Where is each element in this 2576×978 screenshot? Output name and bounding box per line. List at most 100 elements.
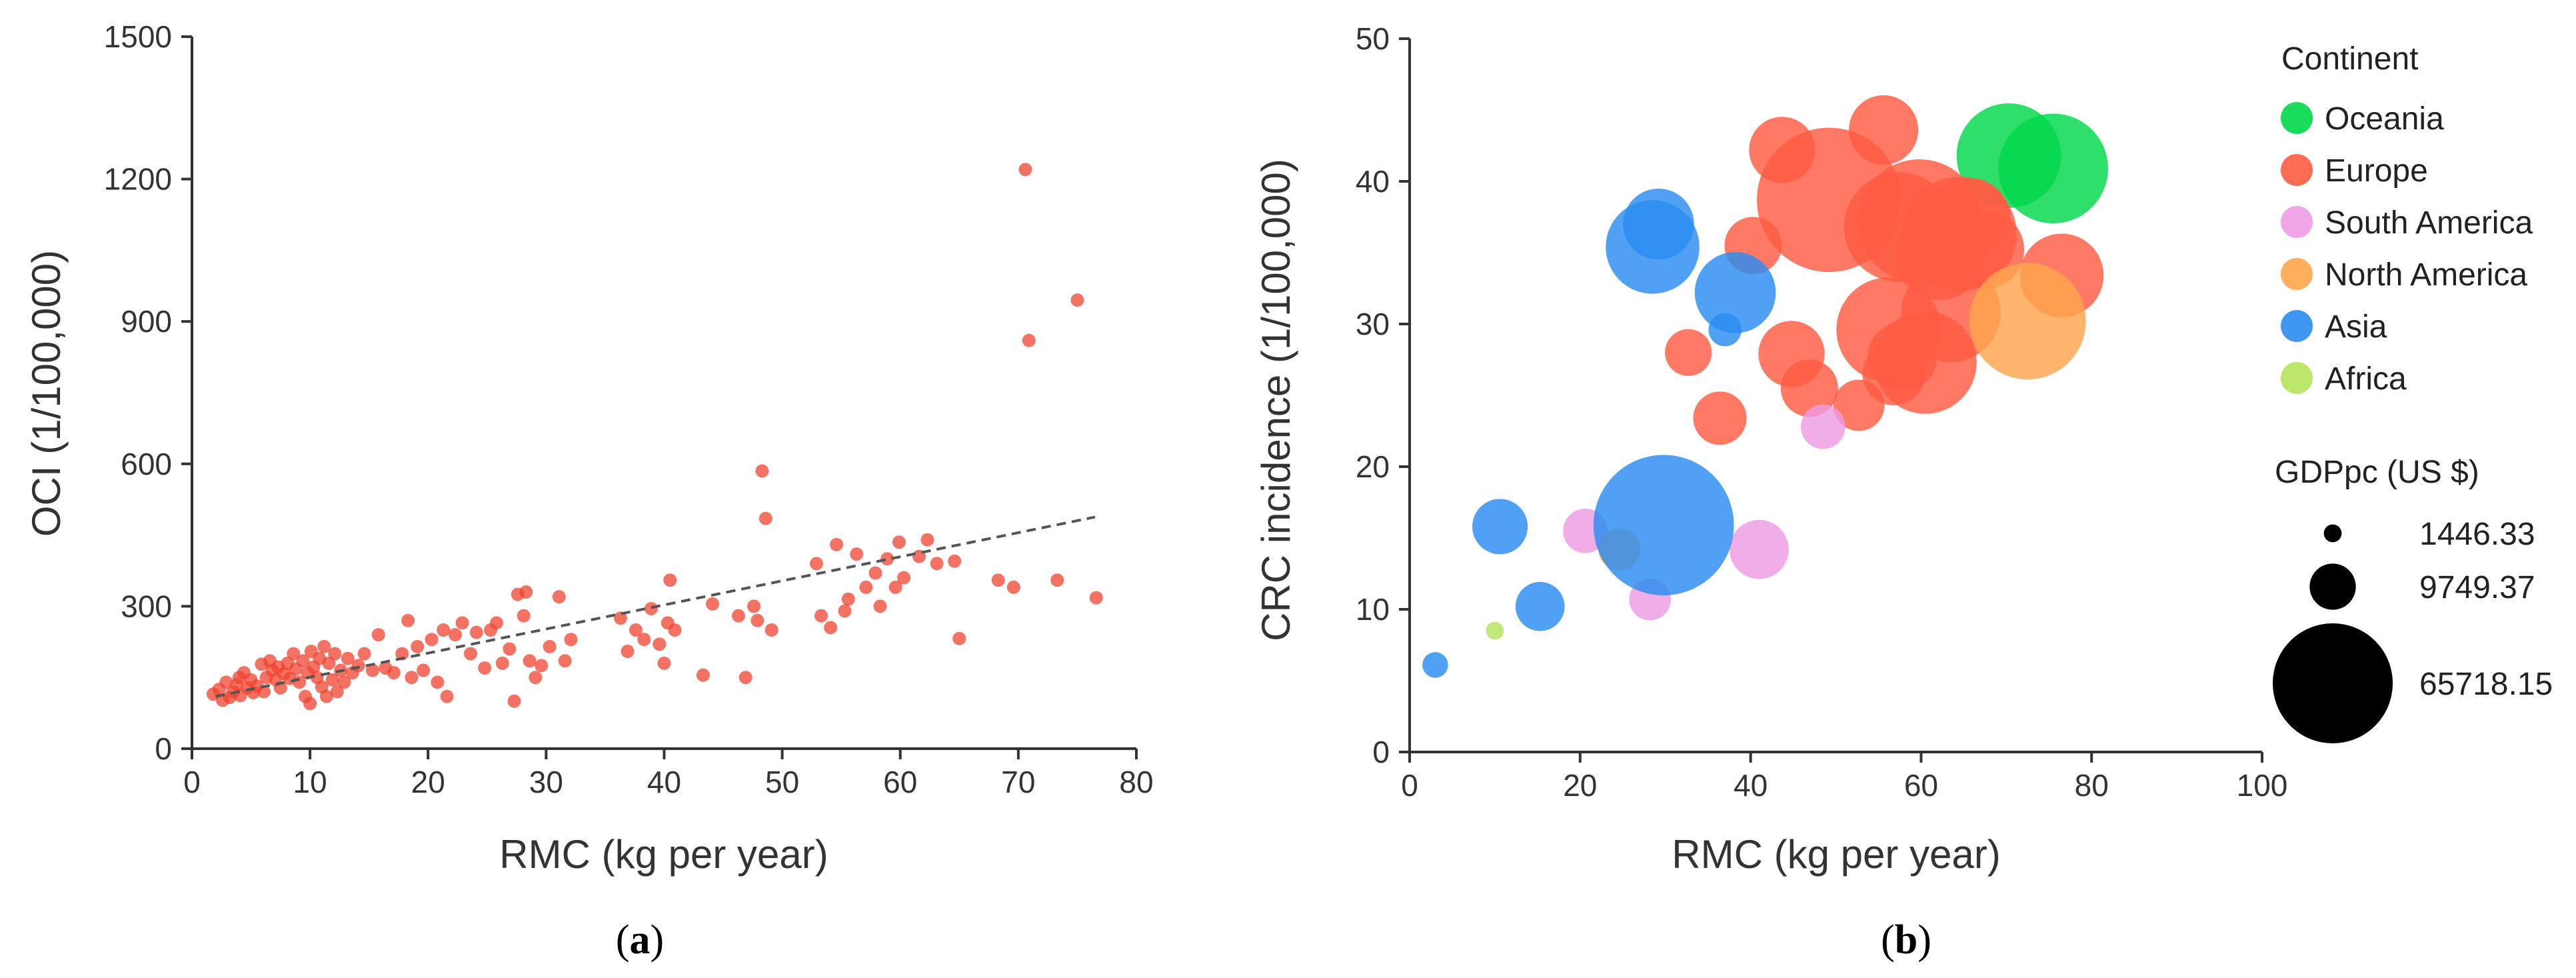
- legend-size-label: 65718.15: [2419, 667, 2553, 702]
- panel-a-x-tick-label: 40: [647, 765, 681, 799]
- panel-a-y-tick-label: 600: [121, 447, 172, 481]
- panel-a-data-point: [738, 671, 752, 685]
- panel-b-letter: b: [1895, 917, 1918, 963]
- panel-a-data-point: [351, 659, 365, 673]
- panel-a-x-tick-label: 50: [765, 765, 799, 799]
- panel-a-data-point: [948, 554, 962, 568]
- bubble-europe: [1833, 379, 1885, 431]
- panel-a-data-point: [629, 623, 643, 637]
- panel-a-data-point: [1089, 591, 1103, 605]
- bubble-south-america: [1801, 404, 1846, 449]
- panel-a-data-point: [880, 552, 894, 566]
- panel-a-data-point: [868, 566, 882, 580]
- panel-a-trendline: [215, 515, 1096, 698]
- panel-a-letter: a: [630, 917, 650, 963]
- panel-a-data-point: [613, 611, 627, 625]
- panel-b-y-tick-label: 10: [1356, 592, 1390, 627]
- panel-a-data-point: [824, 621, 838, 635]
- panel-a-data-point: [552, 590, 566, 604]
- panel-a-data-point: [219, 675, 233, 689]
- panel-a-data-point: [325, 673, 339, 687]
- panel-a-data-point: [507, 694, 521, 708]
- panel-b-y-tick-label: 50: [1356, 21, 1390, 56]
- panel-a-data-point: [668, 623, 682, 637]
- panel-a-data-point: [425, 633, 439, 647]
- panel-a-data-point: [991, 573, 1005, 587]
- legend-size-circle: [2309, 563, 2356, 610]
- panel-b-x-tick-label: 60: [1904, 768, 1938, 803]
- bubble-africa: [1486, 621, 1504, 640]
- panel-a-data-point: [750, 613, 764, 627]
- panel-a-data-point: [401, 613, 415, 627]
- bubble-asia: [1694, 252, 1776, 333]
- legend-label-north-america: North America: [2325, 257, 2527, 293]
- panel-a-data-point: [287, 647, 301, 661]
- panel-b-y-axis-title: CRC incidence (1/100,000): [1254, 159, 1298, 641]
- panel-a-y-tick-label: 1200: [104, 162, 172, 197]
- panel-a-data-point: [431, 675, 445, 689]
- panel-a-data-point: [621, 645, 635, 659]
- panel-a-x-tick-label: 70: [1001, 765, 1035, 799]
- panel-a-data-point: [303, 697, 317, 711]
- legend-swatch-south-america: [2281, 206, 2313, 238]
- panel-a-data-point: [732, 609, 746, 623]
- legend-size-circle: [2323, 524, 2342, 543]
- legend-swatch-north-america: [2281, 258, 2313, 290]
- legend-swatch-africa: [2281, 362, 2313, 394]
- panel-a-data-point: [257, 685, 271, 699]
- panel-a-data-point: [337, 675, 351, 689]
- panel-a-x-tick-label: 60: [883, 765, 917, 799]
- panel-a-data-point: [892, 535, 906, 549]
- panel-a-data-point: [387, 666, 401, 680]
- panel-b-y-tick-label: 30: [1356, 307, 1390, 341]
- panel-a-data-point: [952, 631, 966, 645]
- bubble-europe: [1693, 391, 1747, 445]
- legend-swatch-europe: [2281, 154, 2313, 186]
- panel-a-data-point: [478, 661, 492, 675]
- panel-b-x-axis-title: RMC (kg per year): [1672, 832, 2000, 877]
- panel-a-data-point: [841, 592, 855, 606]
- bubble-asia: [1623, 188, 1694, 260]
- panel-a-data-point: [1070, 293, 1084, 307]
- bubble-europe: [1749, 117, 1816, 183]
- panel-a-data-point: [503, 642, 517, 656]
- panel-a-data-point: [657, 656, 671, 670]
- panel-a-data-point: [850, 547, 864, 561]
- panel-a-y-ticks: 0 300 600 900 1200 1500: [104, 19, 192, 766]
- panel-a-data-point: [371, 628, 385, 642]
- panel-b-x-tick-label: 20: [1563, 768, 1597, 803]
- panel-a-label: (a): [616, 917, 664, 963]
- panel-a-data-point: [405, 671, 419, 685]
- panel-a-data-point: [448, 628, 462, 642]
- panel-a-data-point: [1018, 163, 1032, 177]
- legend-label-asia: Asia: [2325, 309, 2387, 345]
- panel-a-x-tick-label: 30: [529, 765, 563, 799]
- panel-a-data-point: [357, 647, 371, 661]
- panel-a-chart: 0 10 20 30 40 50 60 70 80 0 300 600 900 1200 1500 RMC…: [24, 19, 1154, 963]
- panel-a-data-point: [930, 557, 944, 571]
- panel-a-data-point: [417, 663, 431, 677]
- legend-label-europe: Europe: [2325, 153, 2428, 189]
- panel-b-y-tick-label: 40: [1356, 164, 1390, 199]
- bubble-asia: [1422, 652, 1448, 678]
- legend-swatch-oceania: [2281, 102, 2313, 134]
- panel-a-data-point: [395, 647, 409, 661]
- bubble-asia: [1593, 455, 1734, 596]
- panel-a-data-point: [663, 573, 677, 587]
- bubble-asia: [1515, 581, 1565, 631]
- panel-a-data-point: [764, 623, 778, 637]
- panel-a-points: [206, 163, 1103, 711]
- legend-continent-items: Oceania Europe South America North America A…: [2281, 101, 2533, 397]
- legend-size-label: 1446.33: [2419, 517, 2535, 552]
- panel-a-data-point: [652, 637, 666, 651]
- panel-b-y-tick-label: 20: [1356, 449, 1390, 484]
- panel-a-data-point: [1006, 580, 1020, 594]
- panel-a-data-point: [637, 633, 651, 647]
- panel-a-x-tick-label: 20: [411, 765, 445, 799]
- panel-a-data-point: [535, 659, 549, 673]
- bubble-europe: [1780, 359, 1838, 417]
- legend-label-south-america: South America: [2325, 205, 2533, 241]
- panel-b-x-tick-label: 40: [1734, 768, 1768, 803]
- legend-swatch-asia: [2281, 310, 2313, 342]
- bubble-europe: [1665, 329, 1712, 376]
